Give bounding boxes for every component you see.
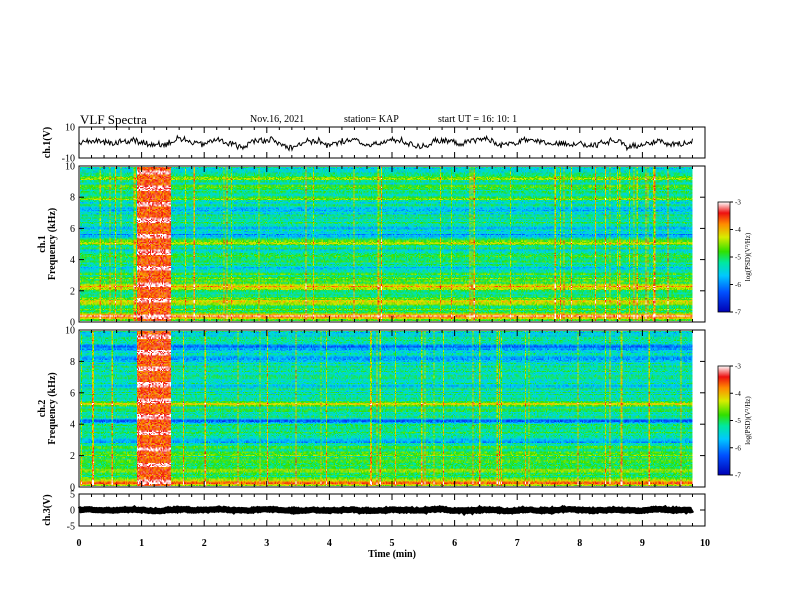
ch1_spectrogram-cb-tick-label: -3 bbox=[735, 199, 741, 207]
ch2_spectrogram-colorbar bbox=[717, 365, 731, 476]
figure-title: VLF Spectra bbox=[80, 112, 147, 127]
ch2_spectrogram-cb-tick-label: -6 bbox=[735, 444, 741, 452]
ch1_spectrogram-ytick-label: 6 bbox=[70, 224, 75, 235]
ch2_spectrogram-ylabel: Frequency (kHz) bbox=[47, 372, 58, 444]
ch2_spectrogram-ytick-label: 6 bbox=[70, 388, 75, 399]
ch2_spectrogram-ytick-label: 10 bbox=[65, 326, 75, 337]
ch1_spectrogram-image bbox=[80, 167, 693, 321]
ch1_spectrogram-ytick-label: 4 bbox=[70, 255, 75, 266]
xtick-label: 9 bbox=[640, 538, 645, 549]
xtick-label: 8 bbox=[577, 538, 582, 549]
ch2_spectrogram-cb-tick-label: -7 bbox=[735, 472, 741, 480]
ch1_spectrogram-ytick-label: 0 bbox=[70, 318, 75, 329]
ch3_waveform-ytick-label: 0 bbox=[70, 506, 75, 517]
date-label: Nov.16, 2021 bbox=[250, 114, 305, 125]
xtick-label: 5 bbox=[390, 538, 395, 549]
xtick-label: 3 bbox=[264, 538, 269, 549]
ch1_waveform-ylabel: ch.1(V) bbox=[42, 127, 53, 158]
ch2_spectrogram-ytick-label: 4 bbox=[70, 420, 75, 431]
ch3_waveform-ylabel: ch.3(V) bbox=[42, 494, 53, 525]
ch2_spectrogram-cb-tick-label: -3 bbox=[735, 363, 741, 371]
ch2_spectrogram-cb-label: log(PSD)(V²/Hz) bbox=[744, 396, 752, 445]
ch1_spectrogram-colorbar bbox=[717, 201, 731, 313]
ch1_spectrogram-cb-label: log(PSD)(V²/Hz) bbox=[744, 232, 752, 281]
ch1_spectrogram-ytick-label: 10 bbox=[65, 162, 75, 173]
xtick-label: 6 bbox=[452, 538, 457, 549]
xtick-label: 2 bbox=[202, 538, 207, 549]
ch1_spectrogram-ytick-label: 2 bbox=[70, 286, 75, 297]
ch1_waveform-ytick-label: -10 bbox=[62, 154, 75, 165]
ch2_spectrogram-ytick-label: 8 bbox=[70, 357, 75, 368]
xtick-label: 10 bbox=[700, 538, 710, 549]
ch1_spectrogram-cb-tick-label: -5 bbox=[735, 254, 741, 262]
ch2_spectrogram-ytick-label: 2 bbox=[70, 451, 75, 462]
station-label: station= KAP bbox=[344, 114, 399, 125]
x-axis-label: Time (min) bbox=[368, 549, 416, 560]
ch1_spectrogram-cb-tick-label: -6 bbox=[735, 281, 741, 289]
xtick-label: 0 bbox=[77, 538, 82, 549]
ch3_waveform-trace bbox=[77, 504, 695, 517]
ch2_spectrogram-cb-tick-label: -5 bbox=[735, 417, 741, 425]
xtick-label: 7 bbox=[515, 538, 520, 549]
ch1_waveform-trace bbox=[78, 134, 693, 152]
xtick-label: 1 bbox=[139, 538, 144, 549]
ch2_spectrogram-ytick-label: 0 bbox=[70, 483, 75, 494]
ch1_spectrogram-ylabel: Frequency (kHz) bbox=[47, 208, 58, 280]
ch1_waveform-ytick-label: 10 bbox=[65, 123, 75, 134]
ch3_waveform-ytick-label: -5 bbox=[67, 522, 75, 533]
ch2_spectrogram-cb-tick-label: -4 bbox=[735, 390, 741, 398]
start-time-label: start UT = 16: 10: 1 bbox=[438, 114, 518, 125]
ch1_spectrogram-cb-tick-label: -4 bbox=[735, 226, 741, 234]
xtick-label: 4 bbox=[327, 538, 332, 549]
ch1_spectrogram-ytick-label: 8 bbox=[70, 193, 75, 204]
ch2_spectrogram-ylabel: ch.2 bbox=[37, 400, 48, 418]
ch1_spectrogram-cb-tick-label: -7 bbox=[735, 309, 741, 317]
ch1_spectrogram-ylabel: ch.1 bbox=[37, 235, 48, 253]
ch3_waveform-ytick-label: 5 bbox=[70, 490, 75, 501]
ch2_spectrogram-image bbox=[80, 331, 693, 486]
